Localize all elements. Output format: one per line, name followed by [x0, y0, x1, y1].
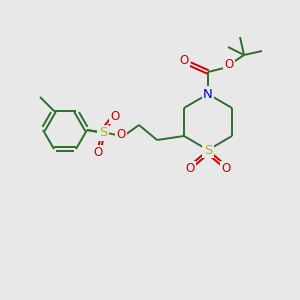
Text: O: O — [116, 128, 126, 142]
Text: O: O — [224, 58, 234, 70]
Text: N: N — [203, 88, 213, 100]
Text: O: O — [110, 110, 120, 122]
Text: S: S — [204, 143, 212, 157]
Text: O: O — [221, 163, 231, 176]
Text: O: O — [93, 146, 103, 160]
Text: O: O — [179, 55, 189, 68]
Text: S: S — [99, 127, 107, 140]
Text: O: O — [185, 163, 195, 176]
